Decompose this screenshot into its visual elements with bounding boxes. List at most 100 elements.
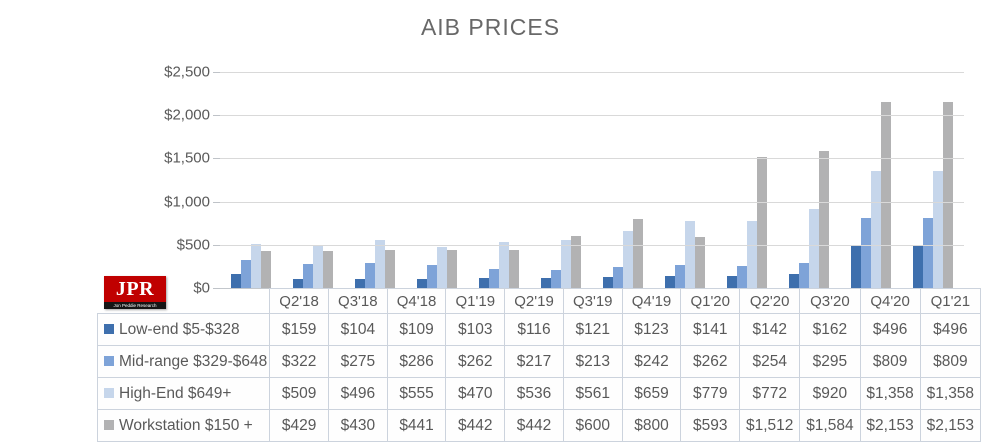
value-cell: $442: [504, 409, 564, 442]
value-cell: $600: [562, 409, 623, 442]
value-cell: $496: [327, 377, 388, 410]
bar: [365, 263, 375, 288]
y-tick-mark: [213, 72, 220, 73]
value-cell: $123: [621, 313, 682, 346]
y-tick-label: $1,000: [164, 193, 210, 211]
bar-group-q120: [654, 72, 716, 288]
quarter-header: Q4'19: [621, 288, 682, 314]
bar: [913, 245, 923, 288]
value-cell: $800: [621, 409, 682, 442]
value-cell: $2,153: [919, 409, 981, 442]
value-cell: $322: [269, 345, 329, 378]
legend-swatch-icon: [104, 387, 114, 398]
bar: [665, 275, 675, 288]
bar-group-q219: [468, 72, 530, 288]
bar: [323, 250, 333, 288]
bar-group-q320: [778, 72, 840, 288]
bar: [933, 170, 943, 288]
value-cell: $242: [621, 345, 682, 378]
bar-group-q418: [344, 72, 406, 288]
bar: [789, 274, 799, 288]
value-cell: $442: [445, 409, 506, 442]
bar-group-q119: [406, 72, 468, 288]
bar: [861, 218, 871, 288]
value-cell: $142: [739, 313, 801, 346]
value-cell: $116: [504, 313, 564, 346]
quarter-header: Q2'19: [504, 288, 564, 314]
value-cell: $430: [327, 409, 388, 442]
bar: [479, 278, 489, 288]
value-cell: $2,153: [859, 409, 921, 442]
value-cell: $262: [445, 345, 506, 378]
chart-title: AIB PRICES: [420, 14, 561, 40]
quarter-header: Q2'18: [269, 288, 329, 314]
bar: [851, 245, 861, 288]
legend-swatch-icon: [104, 419, 114, 430]
y-tick-mark: [213, 158, 220, 160]
bar-group-q218: [220, 72, 282, 288]
bar: [385, 249, 395, 288]
bar: [633, 218, 643, 288]
value-cell: $1,358: [919, 377, 981, 410]
legend-cell: Low-end $5-$328: [96, 313, 271, 346]
y-tick-label: $2,000: [164, 106, 210, 124]
y-tick-label: $500: [176, 236, 210, 254]
gridline: [220, 158, 964, 160]
bar: [241, 260, 251, 288]
bar: [355, 278, 365, 288]
table-header-row: Q2'18 Q3'18 Q4'18 Q1'19 Q2'19 Q3'19 Q4'19 Q1'20…: [98, 288, 981, 314]
plot-area: [220, 72, 964, 289]
value-cell: $659: [621, 377, 682, 410]
legend-cell: High-End $649+: [96, 377, 271, 410]
jpr-logo-text: JPR: [104, 276, 166, 302]
value-cell: $275: [327, 345, 388, 378]
legend-swatch-icon: [104, 355, 114, 366]
bar: [375, 240, 385, 288]
bar: [561, 239, 571, 288]
value-cell: $262: [680, 345, 741, 378]
bar: [551, 269, 561, 288]
bar: [417, 279, 427, 288]
bar: [943, 102, 953, 288]
bar: [685, 220, 695, 288]
table-row: Low-end $5-$328 $159 $104 $109 $103 $116 $121 $…: [96, 313, 981, 346]
bar: [675, 265, 685, 288]
value-cell: $496: [859, 313, 921, 346]
value-cell: $536: [504, 377, 564, 410]
bar: [571, 236, 581, 288]
value-cell: $254: [739, 345, 801, 378]
quarter-header: Q3'18: [327, 288, 388, 314]
y-tick-label: $0: [193, 279, 210, 297]
bar: [437, 247, 447, 288]
bar-group-q319: [530, 72, 592, 288]
bar: [757, 157, 767, 288]
quarter-header: Q1'20: [680, 288, 741, 314]
y-tick-label: $1,500: [164, 149, 210, 167]
bar: [251, 244, 261, 288]
quarter-header: Q2'20: [739, 288, 801, 314]
bar: [427, 265, 437, 288]
gridline: [220, 244, 964, 246]
table-row: Workstation $150 + $429 $430 $441 $442 $442 $6…: [96, 409, 981, 442]
value-cell: $809: [859, 345, 921, 378]
bar: [881, 102, 891, 288]
value-cell: $121: [562, 313, 623, 346]
bar-groups: [220, 72, 964, 288]
bar: [923, 218, 933, 288]
bar: [603, 277, 613, 288]
value-cell: $509: [269, 377, 329, 410]
table-row: High-End $649+ $509 $496 $555 $470 $536 $561 $6…: [96, 377, 981, 410]
value-cell: $295: [799, 345, 861, 378]
quarter-header: Q1'19: [445, 288, 506, 314]
gridline: [220, 72, 964, 73]
legend-swatch-icon: [104, 323, 114, 334]
bar: [737, 266, 747, 288]
quarter-header: Q3'19: [562, 288, 623, 314]
quarter-header: Q4'18: [386, 288, 447, 314]
value-cell: $213: [562, 345, 623, 378]
y-tick-mark: [213, 201, 220, 203]
value-cell: $1,584: [799, 409, 861, 442]
bar: [871, 170, 881, 288]
quarter-header: Q4'20: [859, 288, 921, 314]
legend-cell: Mid-range $329-$648: [96, 345, 271, 378]
